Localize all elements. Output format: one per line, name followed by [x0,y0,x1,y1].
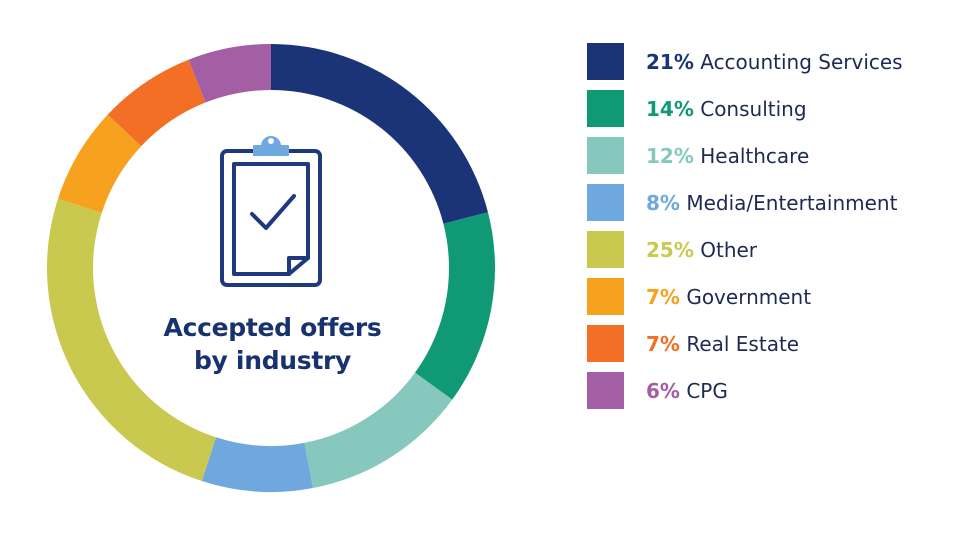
legend-percent: 12% [646,144,694,168]
clipboard-check-icon [220,136,322,287]
legend-swatch-government [587,278,624,315]
legend-text: 8% Media/Entertainment [646,191,897,215]
donut-slice-media-entertainment [201,437,313,493]
donut-slices [47,44,495,493]
legend-label: CPG [679,379,728,403]
legend-percent: 6% [646,379,680,403]
donut-slice-healthcare [304,372,453,489]
legend-text: 25% Other [646,238,757,262]
donut-slice-accounting-services [271,44,488,224]
legend-text: 6% CPG [646,379,728,403]
donut-slice-real-estate [107,59,206,147]
legend-swatch-other [587,231,624,268]
legend-percent: 25% [646,238,694,262]
legend-swatch-healthcare [587,137,624,174]
chart-title-line-1: Accepted offers [163,313,382,342]
legend-percent: 21% [646,50,694,74]
chart-title: Accepted offers by industry [150,311,395,377]
legend-text: 12% Healthcare [646,144,809,168]
legend-label: Healthcare [693,144,810,168]
legend-percent: 14% [646,97,694,121]
legend-text: 7% Government [646,285,811,309]
chart-title-line-2: by industry [193,346,352,375]
legend-label: Consulting [693,97,807,121]
legend-label: Accounting Services [693,50,903,74]
legend-swatch-media-entertainment [587,184,624,221]
legend-swatch-accounting-services [587,43,624,80]
legend-label: Media/Entertainment [679,191,898,215]
legend-label: Other [693,238,758,262]
legend-swatch-real-estate [587,325,624,362]
legend-percent: 7% [646,332,680,356]
legend-text: 21% Accounting Services [646,50,903,74]
donut-slice-other [47,198,216,482]
donut-slice-consulting [415,212,495,400]
legend-text: 7% Real Estate [646,332,799,356]
legend-swatch-cpg [587,372,624,409]
legend-text: 14% Consulting [646,97,807,121]
legend-label: Real Estate [679,332,800,356]
legend-swatch-consulting [587,90,624,127]
donut-slice-government [57,114,142,213]
donut-slice-cpg [188,44,271,103]
legend-percent: 8% [646,191,680,215]
legend-percent: 7% [646,285,680,309]
legend-label: Government [679,285,812,309]
